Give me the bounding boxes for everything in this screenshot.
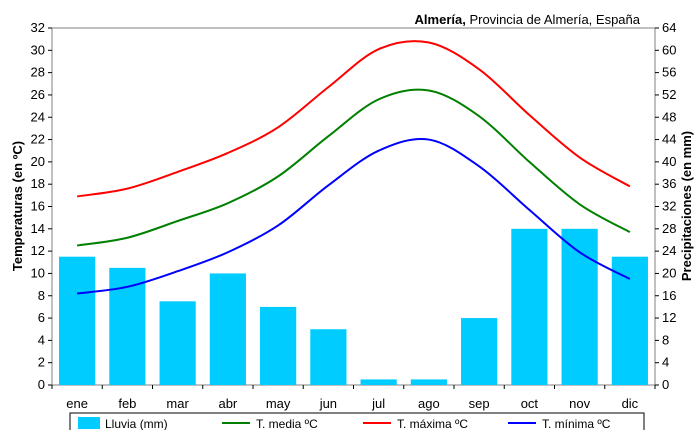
bar-lluvia [611, 256, 648, 385]
legend-label-t-m-nima-c: T. mínima ºC [542, 417, 611, 430]
y-right-tick-label: 12 [662, 310, 676, 325]
x-tick-label: dic [622, 396, 639, 411]
x-tick-label: sep [469, 396, 490, 411]
y-left-tick-label: 16 [31, 199, 45, 214]
x-tick-label: ago [418, 396, 440, 411]
bar-lluvia [310, 329, 347, 385]
x-tick-label: nov [569, 396, 590, 411]
legend-label-lluvia: Lluvia (mm) [105, 417, 168, 430]
x-tick-label: oct [521, 396, 539, 411]
legend-box [69, 412, 645, 430]
x-tick-label: ene [66, 396, 88, 411]
y-left-axis-title: Temperaturas (en ºC) [10, 141, 25, 271]
y-left-tick-label: 2 [38, 355, 45, 370]
y-right-tick-label: 64 [662, 20, 676, 35]
y-right-tick-label: 52 [662, 87, 676, 102]
bar-lluvia [360, 379, 397, 385]
x-tick-label: feb [118, 396, 136, 411]
y-left-tick-label: 10 [31, 265, 45, 280]
chart-title-bold: Almería, [415, 12, 466, 27]
bar-lluvia [59, 256, 96, 385]
y-left-tick-label: 4 [38, 332, 45, 347]
y-right-tick-label: 8 [662, 332, 669, 347]
line-t-media-c [76, 88, 631, 247]
y-right-tick-label: 4 [662, 355, 669, 370]
legend-label-t-media-c: T. media ºC [256, 417, 318, 430]
legend-swatch-lluvia [78, 417, 100, 429]
legend: Lluvia (mm) T. media ºC T. máxima ºC T. mín… [69, 412, 645, 430]
line-t-m-xima-c [76, 40, 631, 198]
y-left-tick-label: 20 [31, 154, 45, 169]
y-right-tick-label: 56 [662, 65, 676, 80]
y-left-tick-label: 12 [31, 243, 45, 258]
bar-lluvia [109, 267, 146, 385]
y-left-tick-label: 24 [31, 109, 45, 124]
x-tick-label: jun [319, 396, 337, 411]
y-right-tick-label: 44 [662, 132, 676, 147]
bar-lluvia [561, 228, 598, 385]
bar-lluvia [209, 273, 246, 385]
y-right-tick-label: 36 [662, 176, 676, 191]
bar-lluvia [461, 318, 498, 385]
bar-lluvia [410, 379, 447, 385]
y-left-tick-label: 26 [31, 87, 45, 102]
y-right-tick-label: 48 [662, 109, 676, 124]
y-right-tick-label: 32 [662, 199, 676, 214]
y-left-tick-label: 30 [31, 42, 45, 57]
y-left-tick-label: 32 [31, 20, 45, 35]
y-right-tick-label: 0 [662, 377, 669, 392]
y-right-tick-label: 40 [662, 154, 676, 169]
y-left-tick-label: 22 [31, 132, 45, 147]
y-left-tick-label: 18 [31, 176, 45, 191]
chart-title: Almería, Provincia de Almería, España [415, 12, 641, 27]
y-right-tick-label: 28 [662, 221, 676, 236]
x-tick-label: may [266, 396, 291, 411]
legend-label-t-m-xima-c: T. máxima ºC [397, 417, 468, 430]
y-left-tick-label: 6 [38, 310, 45, 325]
y-left-tick-label: 8 [38, 288, 45, 303]
y-right-tick-label: 60 [662, 42, 676, 57]
y-left-tick-label: 0 [38, 377, 45, 392]
y-right-tick-label: 16 [662, 288, 676, 303]
x-tick-label: mar [166, 396, 189, 411]
y-right-tick-label: 24 [662, 243, 676, 258]
bar-lluvia [159, 301, 196, 385]
x-tick-label: jul [371, 396, 385, 411]
y-right-axis-title: Precipitaciones (en mm) [679, 131, 694, 281]
y-right-tick-label: 20 [662, 265, 676, 280]
x-tick-label: abr [218, 396, 237, 411]
bar-lluvia [511, 228, 548, 385]
chart-title-rest: Provincia de Almería, España [466, 12, 641, 27]
y-left-tick-label: 14 [31, 221, 45, 236]
y-left-tick-label: 28 [31, 65, 45, 80]
bar-lluvia [260, 306, 297, 385]
plot-area: 0246810121416182022242628303204812162024… [31, 20, 677, 411]
line-t-m-nima-c [76, 137, 631, 295]
